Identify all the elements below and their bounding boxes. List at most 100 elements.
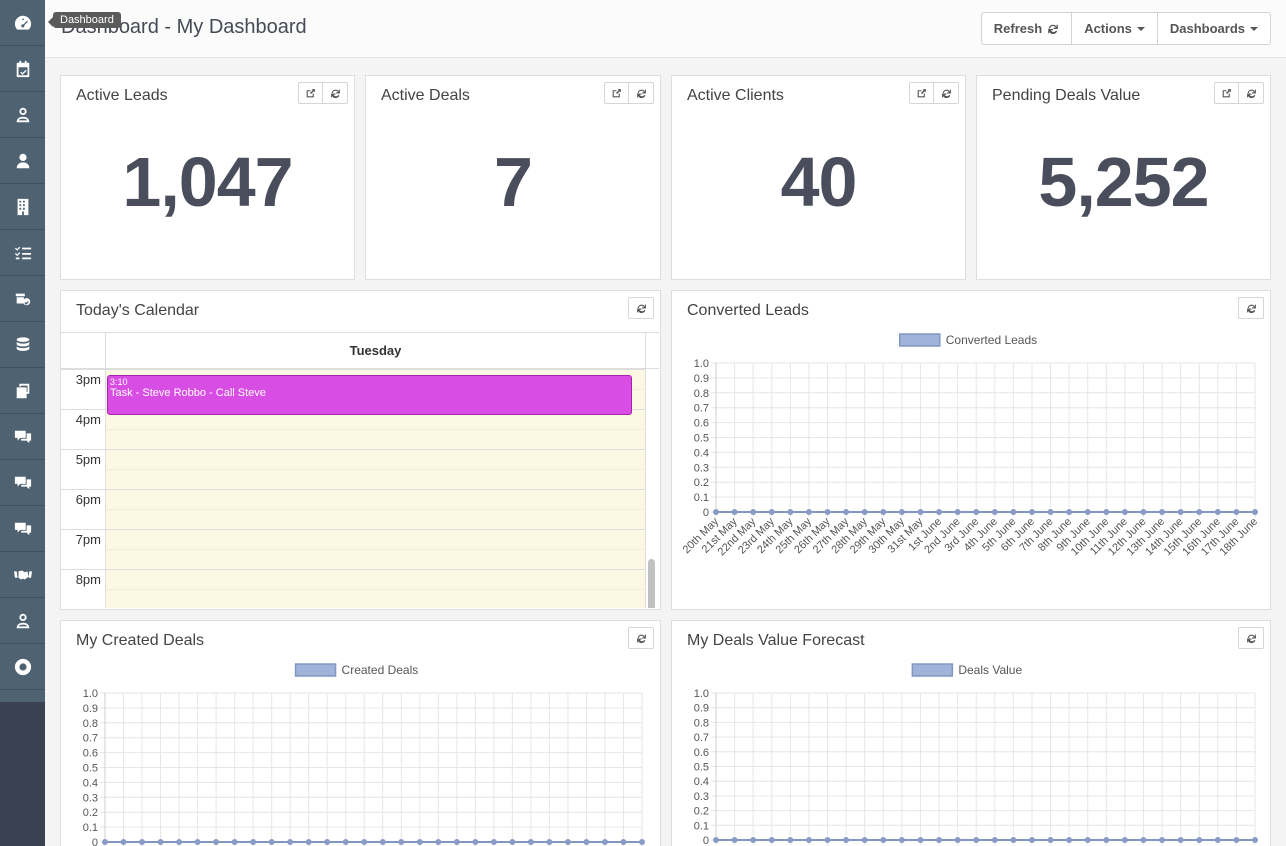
slot-line [61,529,646,530]
calendar-event[interactable]: 3:10 Task - Steve Robbo - Call Steve [107,375,632,415]
slot-line [61,369,646,370]
data-point [1177,509,1184,515]
sidebar-item-documents[interactable] [0,368,45,414]
caret-down-icon [1250,26,1258,31]
sidebar-item-clients[interactable] [0,552,45,598]
y-tick-label: 0.4 [694,447,709,459]
data-point [880,837,887,843]
hour-label: 8pm [75,572,101,587]
data-point [787,509,794,515]
sidebar: Dashboard [0,0,121,846]
refresh-panel-button[interactable] [1239,628,1263,648]
sidebar-item-calendar[interactable] [0,46,45,92]
hour-label: 5pm [75,452,101,467]
data-point [917,509,924,515]
sidebar-item-leads[interactable] [0,92,45,138]
legend-label: Converted Leads [946,333,1037,347]
data-point [583,839,590,845]
sidebar-item-database[interactable] [0,322,45,368]
chat-presentation-icon [14,428,32,446]
sidebar-item-chat-2[interactable] [0,460,45,506]
refresh-icon [636,633,647,644]
calendar-body[interactable]: 3pm 4pm 5pm 6pm 7pm 8pm 3:10 Task - Stev… [61,369,659,608]
user-icon [14,152,32,170]
y-tick-label: 0.1 [83,822,98,834]
refresh-icon [1246,88,1257,99]
data-point [268,839,275,845]
data-point [787,837,794,843]
panel-tools [909,82,959,104]
legend-swatch [911,663,954,677]
sidebar-item-chat-1[interactable] [0,414,45,460]
data-point [1233,837,1240,843]
panel-tools [628,627,654,649]
sidebar-item-contacts[interactable] [0,138,45,184]
refresh-panel-button[interactable] [1239,298,1263,318]
data-point [1047,509,1054,515]
sidebar-item-chat-3[interactable] [0,506,45,552]
data-point [453,839,460,845]
sidebar-item-profile[interactable] [0,598,45,644]
data-point [102,839,108,845]
stat-value: 1,047 [122,143,293,221]
sidebar-item-deals[interactable] [0,276,45,322]
data-point [639,839,645,845]
stat-value: 5,252 [1038,143,1209,221]
calendar-scrollbar[interactable] [648,559,655,608]
dashboards-dropdown-label: Dashboards [1169,21,1245,36]
y-tick-label: 0.1 [694,820,709,832]
data-point [861,837,868,843]
calendar-day-header: Tuesday [105,333,646,369]
open-external-button[interactable] [1215,83,1239,103]
data-point [120,839,127,845]
refresh-icon [636,88,647,99]
refresh-panel-button[interactable] [629,83,653,103]
data-point [824,509,831,515]
refresh-panel-button[interactable] [629,628,653,648]
open-external-button[interactable] [910,83,934,103]
sidebar-item-dashboard[interactable] [0,0,45,46]
refresh-button[interactable]: Refresh [982,13,1073,44]
data-point [991,509,998,515]
y-tick-label: 1.0 [694,358,709,370]
event-label: Task - Steve Robbo - Call Steve [110,387,266,399]
slot-line [105,429,646,430]
created-deals-chart: Created Deals 1.0 0.9 0.8 0.7 0.6 0.5 0.4 0.3 0.2… [83,663,645,846]
dashboards-dropdown[interactable]: Dashboards [1158,13,1270,44]
data-point [936,509,943,515]
sidebar-item-companies[interactable] [0,184,45,230]
data-point [1214,509,1221,515]
slot-line [61,489,646,490]
actions-dropdown[interactable]: Actions [1072,13,1158,44]
open-external-button[interactable] [605,83,629,103]
y-tick-label: 0.2 [83,807,98,819]
data-point [1140,837,1147,843]
y-tick-label: 0.4 [694,776,709,788]
y-tick-label: 0.5 [694,762,709,774]
slot-line [105,509,646,510]
y-tick-label: 0.2 [694,477,709,489]
open-external-button[interactable] [299,83,323,103]
refresh-panel-button[interactable] [629,298,653,318]
sidebar-item-tasks[interactable] [0,230,45,276]
refresh-panel-button[interactable] [934,83,958,103]
y-tick-label: 0.7 [83,733,98,745]
y-tick-label: 1.0 [694,688,709,700]
refresh-panel-button[interactable] [1239,83,1263,103]
data-point [1159,837,1166,843]
slot-line [61,569,646,570]
y-tick-label: 0.8 [694,717,709,729]
data-point [1177,837,1184,843]
sidebar-item-support[interactable] [0,644,45,690]
dashboard-icon [14,14,32,32]
slot-line [105,549,646,550]
data-point [564,839,571,845]
y-tick-label: 0.6 [83,748,98,760]
y-tick-label: 0.8 [694,388,709,400]
legend-swatch [294,663,337,677]
data-point [750,509,757,515]
copy-icon [14,382,32,400]
panel-tools [1214,82,1264,104]
refresh-panel-button[interactable] [323,83,347,103]
data-point [1252,837,1258,843]
